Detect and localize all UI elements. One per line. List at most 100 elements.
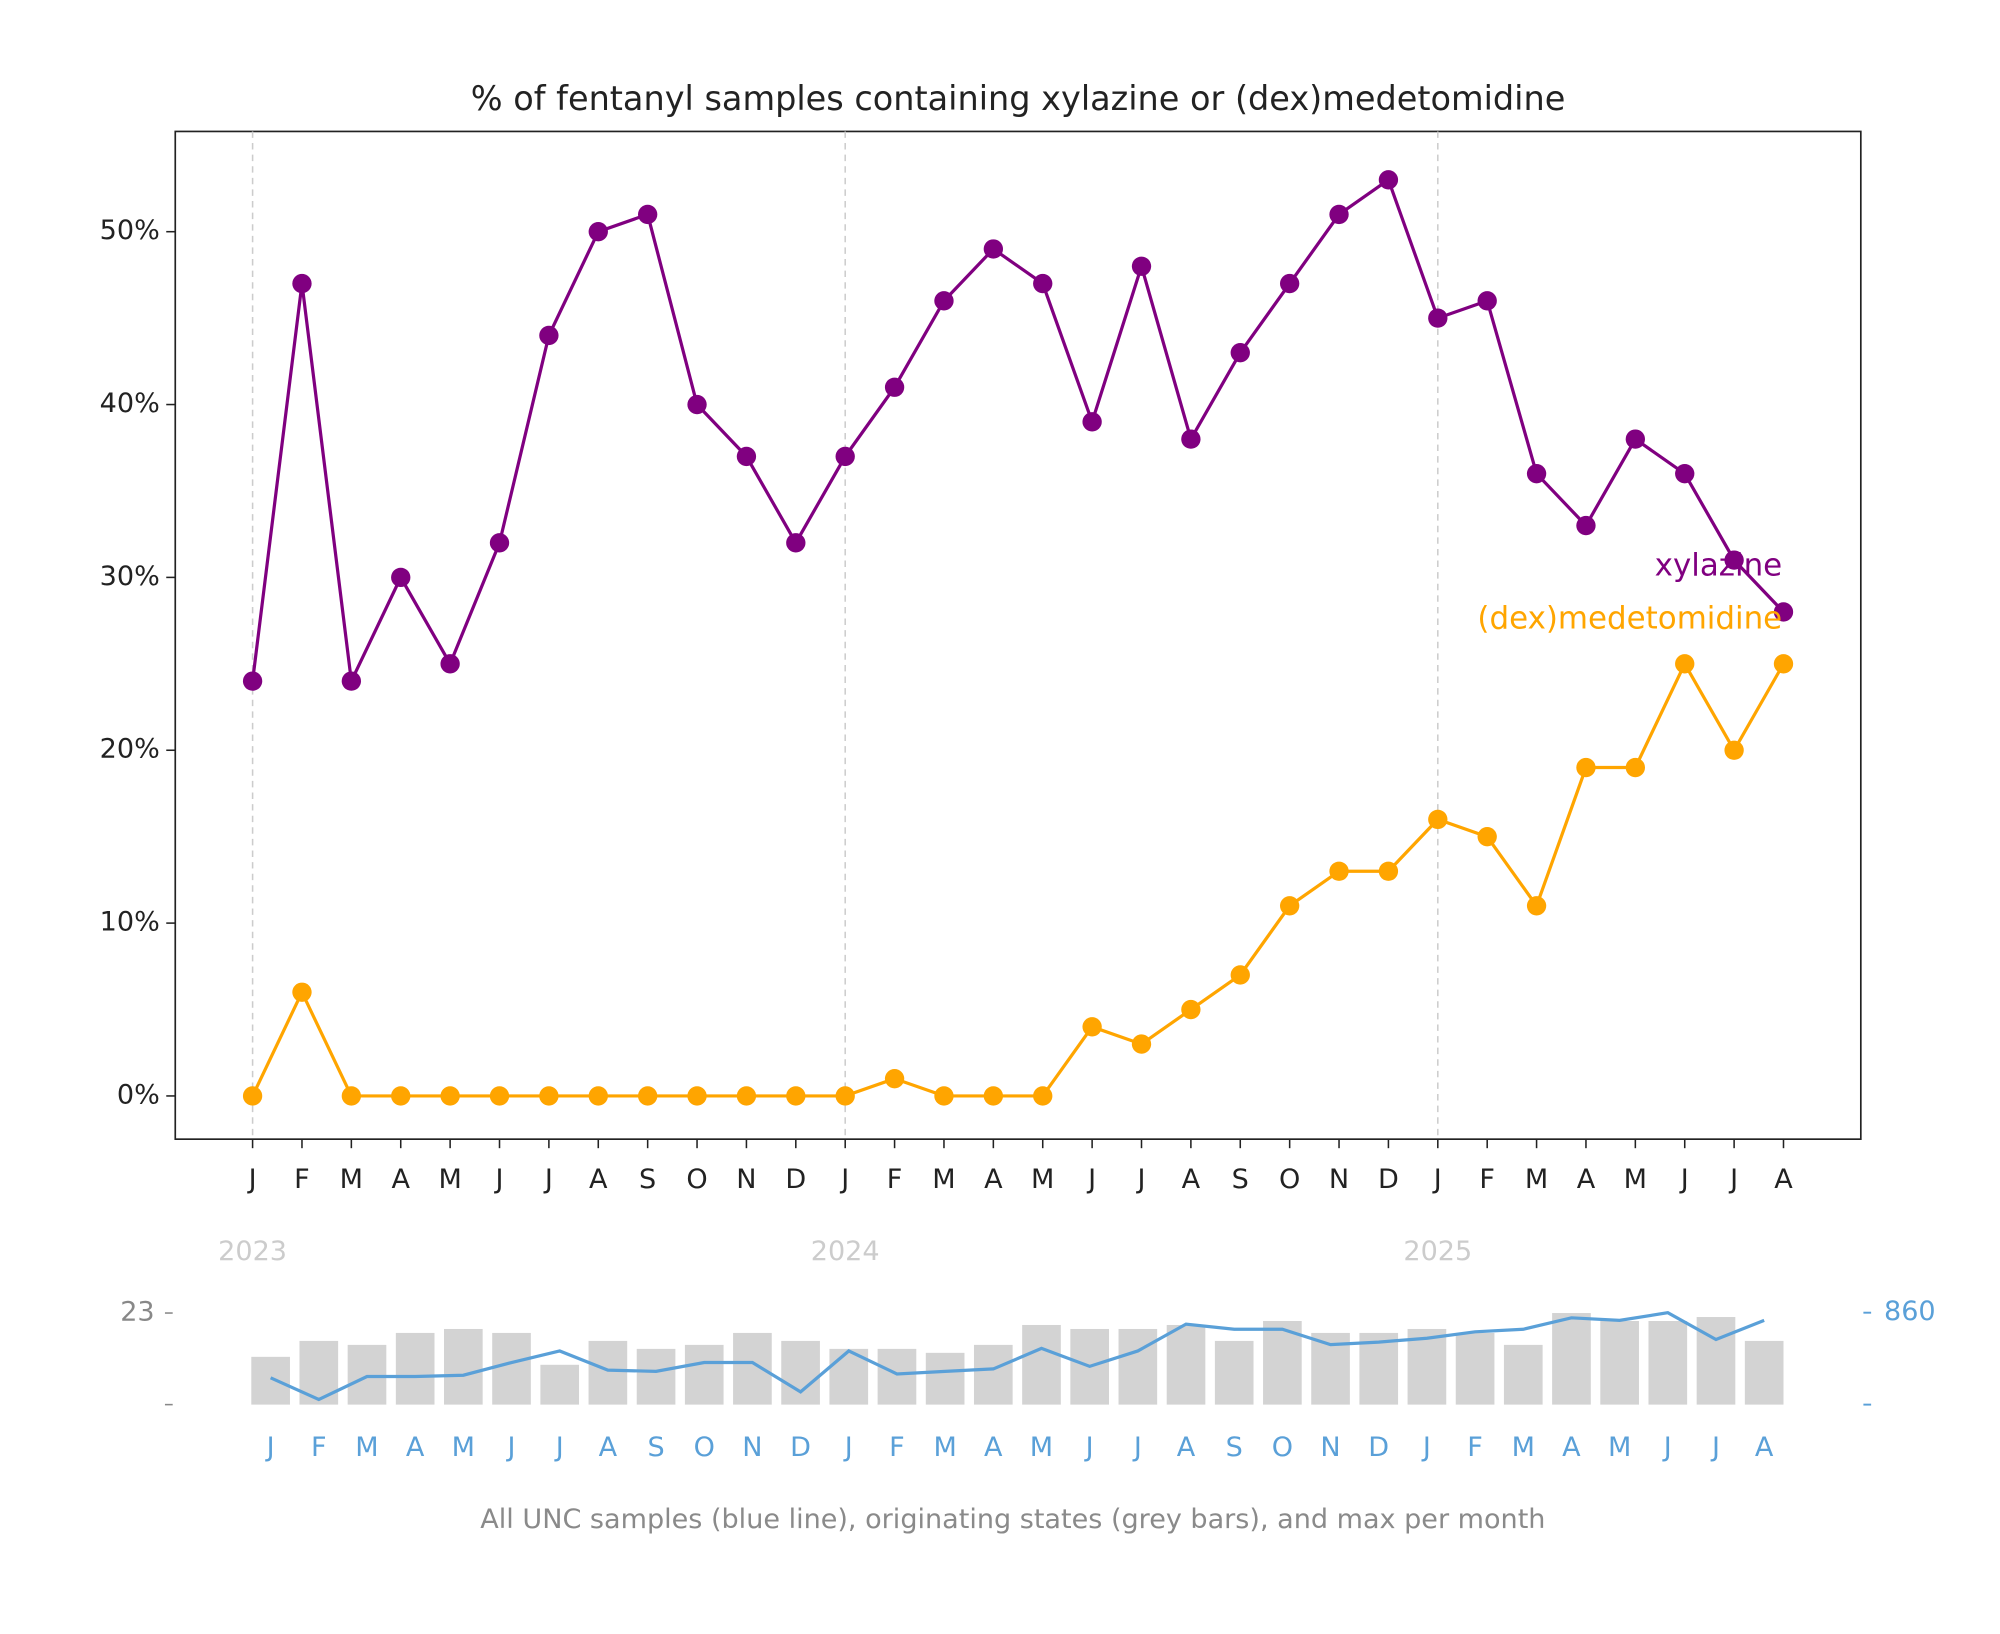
data-point: [1230, 965, 1250, 985]
chart-title: % of fentanyl samples containing xylazin…: [471, 79, 1566, 118]
data-point: [539, 1086, 559, 1106]
x-tick-label: J: [247, 1164, 257, 1195]
bar: [1214, 1340, 1254, 1405]
x-tick-label: A: [1182, 1164, 1201, 1195]
data-point: [1230, 343, 1250, 363]
x-tick-label: M: [438, 1164, 461, 1195]
data-point: [1033, 1086, 1053, 1106]
data-point: [1773, 602, 1794, 622]
bar: [733, 1332, 772, 1405]
data-point: [736, 446, 757, 467]
x-tick-label: O: [1272, 1432, 1293, 1463]
data-point: [341, 1086, 362, 1106]
series-line: [250, 177, 1785, 687]
data-point: [1279, 896, 1300, 916]
bar: [444, 1328, 483, 1405]
x-tick-label: M: [1030, 1432, 1053, 1463]
y-tick-label: 40%: [100, 388, 160, 419]
data-point: [1773, 654, 1794, 674]
data-point: [687, 1086, 707, 1106]
data-point: [1576, 515, 1596, 536]
data-point: [1675, 464, 1695, 484]
bar: [540, 1364, 580, 1405]
bar: [492, 1332, 531, 1405]
x-tick-label: J: [1086, 1164, 1096, 1195]
x-tick-label: J: [494, 1164, 504, 1195]
series-label: xylazine: [1655, 548, 1783, 584]
bar: [973, 1344, 1013, 1405]
x-tick-label: A: [1774, 1164, 1793, 1195]
data-point: [1477, 827, 1497, 847]
x-tick-label: A: [391, 1164, 410, 1195]
x-tick-label: F: [1467, 1432, 1483, 1463]
data-point: [835, 446, 855, 467]
x-tick-label: A: [589, 1164, 608, 1195]
x-tick-label: J: [843, 1432, 853, 1463]
data-point: [292, 273, 312, 294]
data-point: [1131, 1034, 1152, 1054]
bar: [395, 1332, 435, 1405]
bar: [925, 1352, 965, 1405]
bar: [588, 1340, 628, 1405]
x-tick-label: D: [1378, 1164, 1399, 1195]
x-tick-label: M: [355, 1432, 378, 1463]
x-tick-label: J: [1662, 1432, 1672, 1463]
data-point: [440, 1086, 460, 1106]
data-point: [1428, 809, 1448, 830]
bar: [1359, 1332, 1399, 1405]
data-point: [1131, 256, 1152, 276]
x-tick-label: J: [554, 1432, 564, 1463]
data-point: [786, 533, 806, 553]
x-tick-label: M: [452, 1432, 475, 1463]
x-tick-label: M: [1512, 1432, 1535, 1463]
x-tick-label: M: [1624, 1164, 1647, 1195]
x-tick-label: S: [647, 1432, 664, 1463]
data-point: [983, 1086, 1004, 1106]
bar: [1552, 1313, 1591, 1405]
data-point: [1082, 412, 1102, 432]
x-tick-label: J: [265, 1432, 275, 1463]
x-tick-label: N: [736, 1164, 756, 1195]
data-point: [539, 325, 559, 346]
bar: [636, 1348, 676, 1405]
bar: [1022, 1324, 1061, 1405]
y2-tick-label: 860: [1884, 1296, 1936, 1327]
x-tick-label: F: [889, 1432, 905, 1463]
x-tick-label: M: [933, 1432, 956, 1463]
x-tick-label: A: [984, 1432, 1003, 1463]
x-tick-label: M: [340, 1164, 363, 1195]
data-point: [1329, 204, 1349, 225]
x-tick-label: M: [1608, 1432, 1631, 1463]
year-label: 2024: [811, 1236, 880, 1267]
x-tick-label: F: [887, 1164, 903, 1195]
data-point: [292, 982, 312, 1002]
x-tick-label: J: [1432, 1164, 1442, 1195]
x-tick-label: S: [1226, 1432, 1243, 1463]
data-point: [391, 567, 411, 588]
x-tick-label: J: [1710, 1432, 1720, 1463]
x-tick-label: O: [1279, 1164, 1300, 1195]
bar: [1455, 1332, 1495, 1405]
data-point: [588, 1086, 608, 1106]
series-line: [251, 660, 1785, 1098]
data-point: [440, 654, 460, 674]
year-label: 2023: [218, 1236, 287, 1267]
x-tick-label: J: [1136, 1164, 1146, 1195]
data-point: [1477, 291, 1497, 311]
x-tick-label: N: [1329, 1164, 1349, 1195]
bar: [1407, 1328, 1447, 1405]
y-tick-label: 0%: [117, 1079, 160, 1110]
x-tick-label: F: [1479, 1164, 1495, 1195]
x-tick-label: D: [1368, 1432, 1389, 1463]
x-tick-label: D: [790, 1432, 811, 1463]
x-tick-label: F: [294, 1164, 310, 1195]
x-tick-label: J: [506, 1432, 516, 1463]
x-tick-label: A: [1755, 1432, 1774, 1463]
caption: All UNC samples (blue line), originating…: [480, 1504, 1545, 1535]
x-tick-label: N: [742, 1432, 762, 1463]
data-point: [242, 671, 263, 691]
data-point: [391, 1086, 411, 1106]
x-tick-label: D: [785, 1164, 806, 1195]
bar: [781, 1340, 820, 1405]
